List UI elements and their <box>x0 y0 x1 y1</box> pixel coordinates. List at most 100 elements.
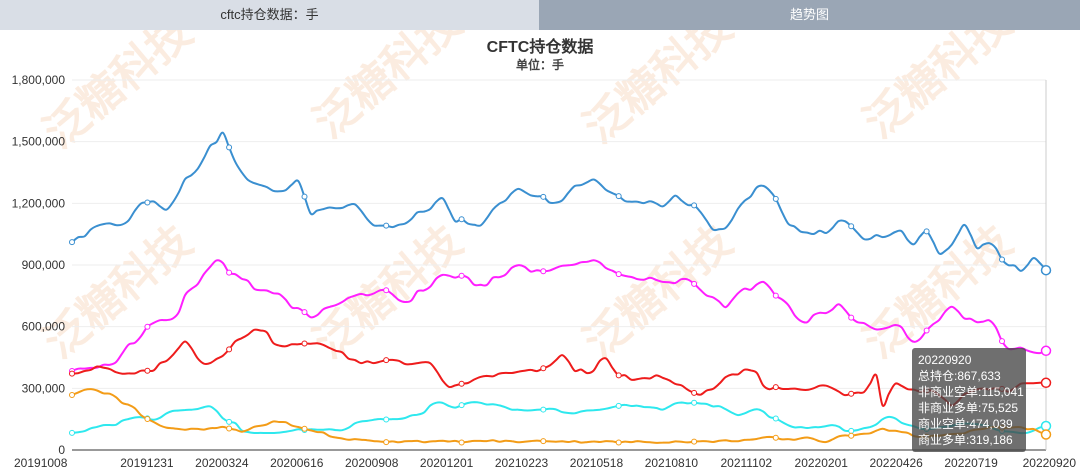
series-point[interactable] <box>848 432 855 439</box>
series-point[interactable] <box>226 425 233 432</box>
series-point[interactable] <box>848 390 855 397</box>
y-tick-label: 900,000 <box>22 258 66 272</box>
series-point-highlighted[interactable] <box>1040 420 1052 432</box>
series-point[interactable] <box>540 268 547 275</box>
series-group <box>69 259 1052 375</box>
watermark-text: 泛糖科技 <box>575 30 741 153</box>
series-point[interactable] <box>301 193 308 200</box>
series-point[interactable] <box>691 280 698 287</box>
series-point[interactable] <box>458 216 465 223</box>
series-point[interactable] <box>69 239 75 246</box>
series-point[interactable] <box>540 406 547 413</box>
series-point[interactable] <box>226 418 233 425</box>
series-point[interactable] <box>615 271 622 278</box>
tab-trend-chart[interactable]: 趋势图 <box>539 0 1080 30</box>
series-point[interactable] <box>383 287 390 294</box>
series-point[interactable] <box>458 272 465 279</box>
series-point[interactable] <box>772 195 779 202</box>
series-point[interactable] <box>144 199 151 206</box>
series-point[interactable] <box>301 340 308 347</box>
tab-bar: cftc持仓数据：手 趋势图 <box>0 0 1080 30</box>
tooltip-line-commercial-long: 商业多单:319,186 <box>918 433 1013 447</box>
x-tick-label: 20201201 <box>420 456 474 470</box>
tooltip-line-noncommercial-long: 非商业多单:75,525 <box>918 401 1019 415</box>
series-point[interactable] <box>923 327 930 334</box>
series-point[interactable] <box>383 416 390 423</box>
series-point[interactable] <box>458 402 465 409</box>
tooltip-line-commercial-short: 商业空单:474,039 <box>918 417 1013 431</box>
series-point[interactable] <box>848 223 855 230</box>
series-point[interactable] <box>458 380 465 387</box>
series-point[interactable] <box>691 389 698 396</box>
series-point[interactable] <box>848 427 855 434</box>
series-point[interactable] <box>772 384 779 391</box>
series-point[interactable] <box>615 439 622 446</box>
series-point[interactable] <box>615 372 622 379</box>
series-point[interactable] <box>144 367 151 374</box>
series-point-highlighted[interactable] <box>1040 429 1052 440</box>
x-tick-label: 20210223 <box>495 456 549 470</box>
series-point[interactable] <box>923 228 930 235</box>
series-line <box>71 259 1047 372</box>
tooltip-date: 20220920 <box>918 353 972 367</box>
x-tick-label: 20220426 <box>869 456 923 470</box>
x-tick-label: 20200324 <box>195 456 249 470</box>
series-point[interactable] <box>999 256 1006 263</box>
series-point[interactable] <box>999 338 1006 345</box>
grid-lines <box>72 79 1046 451</box>
x-tick-label: 20220920 <box>1023 456 1077 470</box>
series-line <box>71 401 1047 435</box>
series-point[interactable] <box>301 309 308 316</box>
series-point[interactable] <box>615 193 622 200</box>
watermark-text: 泛糖科技 <box>305 30 471 148</box>
series-point[interactable] <box>691 438 698 445</box>
series-point[interactable] <box>772 434 779 441</box>
series-point[interactable] <box>69 429 75 436</box>
series-point[interactable] <box>301 425 308 432</box>
series-point[interactable] <box>772 292 779 299</box>
series-group <box>69 399 1052 436</box>
series-point[interactable] <box>848 314 855 321</box>
series-group <box>69 388 1052 446</box>
series-point[interactable] <box>691 202 698 209</box>
series-point[interactable] <box>540 365 547 372</box>
series-point[interactable] <box>615 402 622 409</box>
series-point-highlighted[interactable] <box>1040 377 1052 389</box>
watermark-text: 泛糖科技 <box>855 217 1021 368</box>
y-tick-label: 1,800,000 <box>12 73 66 87</box>
series-point[interactable] <box>383 439 390 446</box>
series-point[interactable] <box>226 346 233 353</box>
series-point[interactable] <box>691 399 698 406</box>
x-tick-label: 20220201 <box>795 456 849 470</box>
y-axis: 0 300,000 600,000 900,000 1,200,000 1,500,000… <box>12 73 66 457</box>
chart-subtitle: 单位：手 <box>516 57 564 72</box>
watermark-text: 泛糖科技 <box>35 217 201 368</box>
x-tick-label: 20210810 <box>645 456 699 470</box>
tab-cftc-data[interactable]: cftc持仓数据：手 <box>0 0 539 30</box>
x-tick-label: 20211102 <box>721 456 773 470</box>
x-tick-label: 20200908 <box>345 456 399 470</box>
series-point[interactable] <box>69 370 75 377</box>
series-point[interactable] <box>226 269 233 276</box>
series-point[interactable] <box>540 193 547 200</box>
series-point[interactable] <box>144 415 151 422</box>
y-tick-label: 1,200,000 <box>12 196 66 210</box>
series-point[interactable] <box>383 222 390 229</box>
series-point[interactable] <box>458 439 465 446</box>
chart-title: CFTC持仓数据 <box>487 37 594 56</box>
series-point-highlighted[interactable] <box>1040 264 1052 276</box>
series-point[interactable] <box>383 357 390 364</box>
y-tick-label: 600,000 <box>22 320 66 334</box>
series-point[interactable] <box>772 415 779 422</box>
series-point-highlighted[interactable] <box>1040 345 1052 357</box>
x-tick-label: 20210518 <box>570 456 624 470</box>
series-point[interactable] <box>540 438 547 445</box>
x-tick-label: 20220719 <box>944 456 998 470</box>
x-tick-label: 20200616 <box>270 456 324 470</box>
series-point[interactable] <box>144 323 151 330</box>
watermark-text: 泛糖科技 <box>575 217 741 368</box>
series-point[interactable] <box>226 144 233 151</box>
series-point[interactable] <box>69 391 75 398</box>
